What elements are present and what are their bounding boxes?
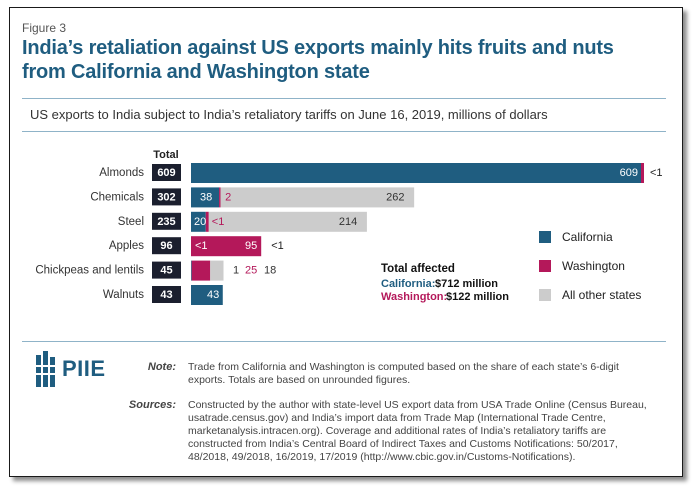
- annotation-california-label: California:: [381, 278, 435, 290]
- category-label: Chickpeas and lentils: [35, 265, 144, 277]
- bar-california: [191, 211, 206, 232]
- data-label-california: 43: [207, 289, 219, 301]
- bar-all-other-states: [208, 211, 367, 232]
- annotation-california-value: $712 million: [435, 278, 498, 290]
- total-value: 609: [157, 167, 175, 179]
- total-value: 302: [157, 191, 175, 203]
- bar-california: [191, 260, 192, 281]
- total-box: [152, 164, 181, 181]
- title-line-1: India’s retaliation against US exports m…: [22, 37, 614, 59]
- chart-subtitle: US exports to India subject to India’s r…: [30, 107, 548, 122]
- annotation-washington-value: $122 million: [446, 291, 509, 303]
- note-text: Trade from California and Washington is …: [188, 361, 619, 386]
- bar-washington: [191, 260, 211, 281]
- total-value: 96: [160, 240, 172, 252]
- title-rule: [22, 98, 666, 99]
- bar-washington: [219, 187, 221, 208]
- data-label-washington: 95: [245, 240, 257, 252]
- bar-all-other-states: [210, 260, 224, 281]
- sources-text: Constructed by the author with state-lev…: [188, 399, 647, 463]
- logo-text: PIIE: [62, 356, 106, 381]
- legend-label: All other states: [562, 288, 641, 302]
- total-header: Total: [153, 149, 178, 161]
- data-label-washington: 2: [225, 191, 231, 203]
- data-label-washington: 25: [245, 265, 257, 277]
- category-label: Walnuts: [103, 289, 144, 301]
- data-label-california: 1: [233, 265, 239, 277]
- legend-swatch: [539, 231, 551, 243]
- category-label: Steel: [118, 216, 144, 228]
- bar-all-other-states: [220, 187, 415, 208]
- data-label-california: <1: [195, 240, 208, 252]
- legend-swatch: [539, 289, 551, 301]
- total-box: [152, 212, 181, 230]
- annotation-washington-label: Washington:: [381, 291, 447, 303]
- data-label-washington: <1: [650, 167, 663, 179]
- total-box: [152, 188, 181, 206]
- title-line-2: from California and Washington state: [22, 61, 370, 83]
- category-label: Apples: [109, 240, 144, 252]
- category-label: Almonds: [99, 167, 144, 179]
- category-label: Chemicals: [90, 191, 144, 203]
- bar-california: [191, 163, 641, 183]
- total-value: 45: [160, 265, 172, 277]
- data-label-california: 38: [200, 191, 212, 203]
- bar-california: [191, 187, 220, 208]
- data-label-california: 20: [194, 216, 206, 228]
- chart-title: India’s retaliation against US exports m…: [22, 36, 672, 84]
- data-label-other: 262: [386, 191, 404, 203]
- total-box: [152, 261, 181, 279]
- data-label-california: 609: [620, 167, 638, 179]
- legend-label: Washington: [562, 259, 625, 273]
- data-label-washington: <1: [212, 216, 225, 228]
- data-label-other: <1: [271, 240, 284, 252]
- bar-washington: [191, 236, 262, 257]
- stacked-bar-chart: Total Almonds 609 609 <1 Chemicals 302 38 2 262 St…: [35, 149, 663, 305]
- bar-washington: [641, 163, 644, 183]
- total-box: [152, 237, 181, 255]
- annotation-heading: Total affected: [381, 263, 455, 275]
- sources-key: Sources:: [128, 399, 176, 411]
- note-key: Note:: [147, 361, 176, 373]
- bar-california: [191, 285, 223, 305]
- total-box: [152, 286, 181, 303]
- footer-rule: [22, 341, 666, 342]
- figure-label: Figure 3: [22, 21, 67, 35]
- total-value: 235: [157, 216, 175, 228]
- legend-swatch: [539, 260, 551, 272]
- piie-logo-icon: [36, 351, 55, 387]
- data-label-other: 18: [264, 265, 276, 277]
- figure-frame: [9, 7, 683, 477]
- total-value: 43: [160, 289, 172, 301]
- legend-label: California: [562, 230, 613, 244]
- data-label-other: 214: [339, 216, 357, 228]
- subtitle-rule: [22, 131, 666, 132]
- bar-washington: [205, 211, 209, 232]
